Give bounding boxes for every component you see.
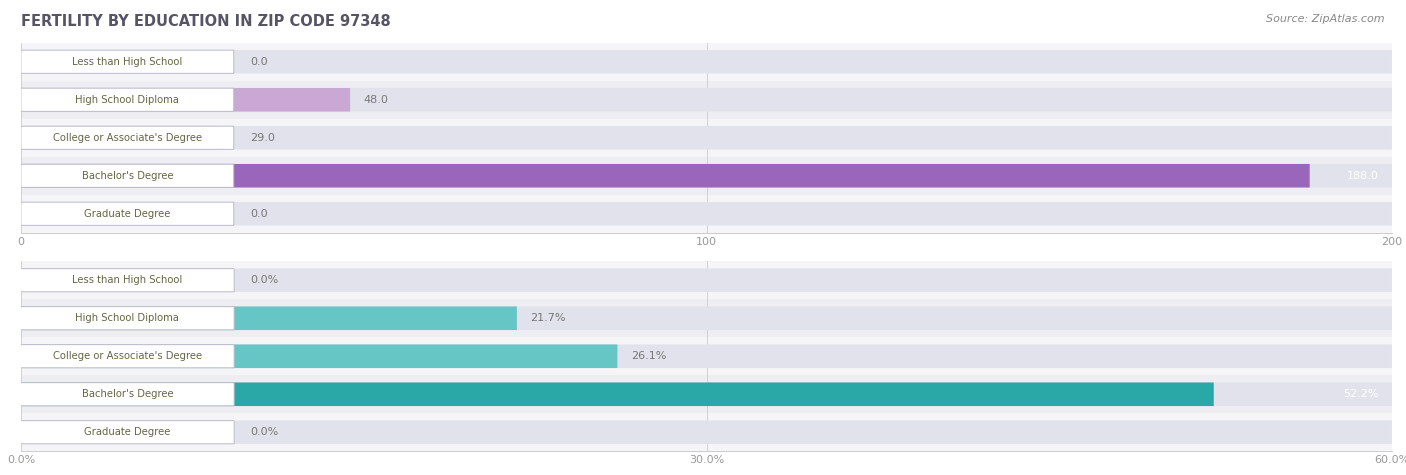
FancyBboxPatch shape [21,157,1392,195]
Text: 26.1%: 26.1% [631,351,666,361]
FancyBboxPatch shape [21,306,1392,330]
FancyBboxPatch shape [21,299,1392,337]
FancyBboxPatch shape [21,421,235,444]
FancyBboxPatch shape [21,345,235,368]
FancyBboxPatch shape [21,88,350,112]
Text: High School Diploma: High School Diploma [76,95,180,105]
FancyBboxPatch shape [21,382,1213,406]
Text: 0.0%: 0.0% [250,427,278,437]
Text: Less than High School: Less than High School [72,275,183,285]
FancyBboxPatch shape [21,43,1392,81]
FancyBboxPatch shape [21,88,1392,112]
FancyBboxPatch shape [21,420,1392,444]
FancyBboxPatch shape [21,383,235,406]
FancyBboxPatch shape [21,269,235,292]
FancyBboxPatch shape [21,164,1392,188]
FancyBboxPatch shape [21,126,233,149]
Text: Bachelor's Degree: Bachelor's Degree [82,389,173,399]
FancyBboxPatch shape [21,202,233,225]
FancyBboxPatch shape [21,306,517,330]
FancyBboxPatch shape [21,81,1392,119]
FancyBboxPatch shape [21,50,1392,74]
Text: 29.0: 29.0 [250,133,276,143]
FancyBboxPatch shape [21,307,235,330]
FancyBboxPatch shape [21,413,1392,451]
Text: High School Diploma: High School Diploma [76,313,180,323]
Text: 0.0: 0.0 [250,57,267,67]
FancyBboxPatch shape [21,344,617,368]
Text: Graduate Degree: Graduate Degree [84,209,170,219]
Text: Less than High School: Less than High School [72,57,183,67]
Text: 52.2%: 52.2% [1343,389,1378,399]
FancyBboxPatch shape [21,126,1392,150]
FancyBboxPatch shape [21,164,233,187]
FancyBboxPatch shape [21,126,219,150]
Text: 0.0: 0.0 [250,209,267,219]
Text: Graduate Degree: Graduate Degree [84,427,170,437]
Text: FERTILITY BY EDUCATION IN ZIP CODE 97348: FERTILITY BY EDUCATION IN ZIP CODE 97348 [21,14,391,29]
FancyBboxPatch shape [21,344,1392,368]
Text: 48.0: 48.0 [364,95,388,105]
FancyBboxPatch shape [21,88,233,111]
FancyBboxPatch shape [21,337,1392,375]
FancyBboxPatch shape [21,164,1310,188]
FancyBboxPatch shape [21,119,1392,157]
FancyBboxPatch shape [21,268,1392,292]
FancyBboxPatch shape [21,202,1392,226]
Text: College or Associate's Degree: College or Associate's Degree [53,133,202,143]
Text: 0.0%: 0.0% [250,275,278,285]
Text: College or Associate's Degree: College or Associate's Degree [53,351,202,361]
Text: 188.0: 188.0 [1347,171,1378,181]
FancyBboxPatch shape [21,382,1392,406]
FancyBboxPatch shape [21,50,233,73]
FancyBboxPatch shape [21,195,1392,233]
Text: Bachelor's Degree: Bachelor's Degree [82,171,173,181]
FancyBboxPatch shape [21,375,1392,413]
Text: Source: ZipAtlas.com: Source: ZipAtlas.com [1267,14,1385,24]
Text: 21.7%: 21.7% [530,313,567,323]
FancyBboxPatch shape [21,261,1392,299]
